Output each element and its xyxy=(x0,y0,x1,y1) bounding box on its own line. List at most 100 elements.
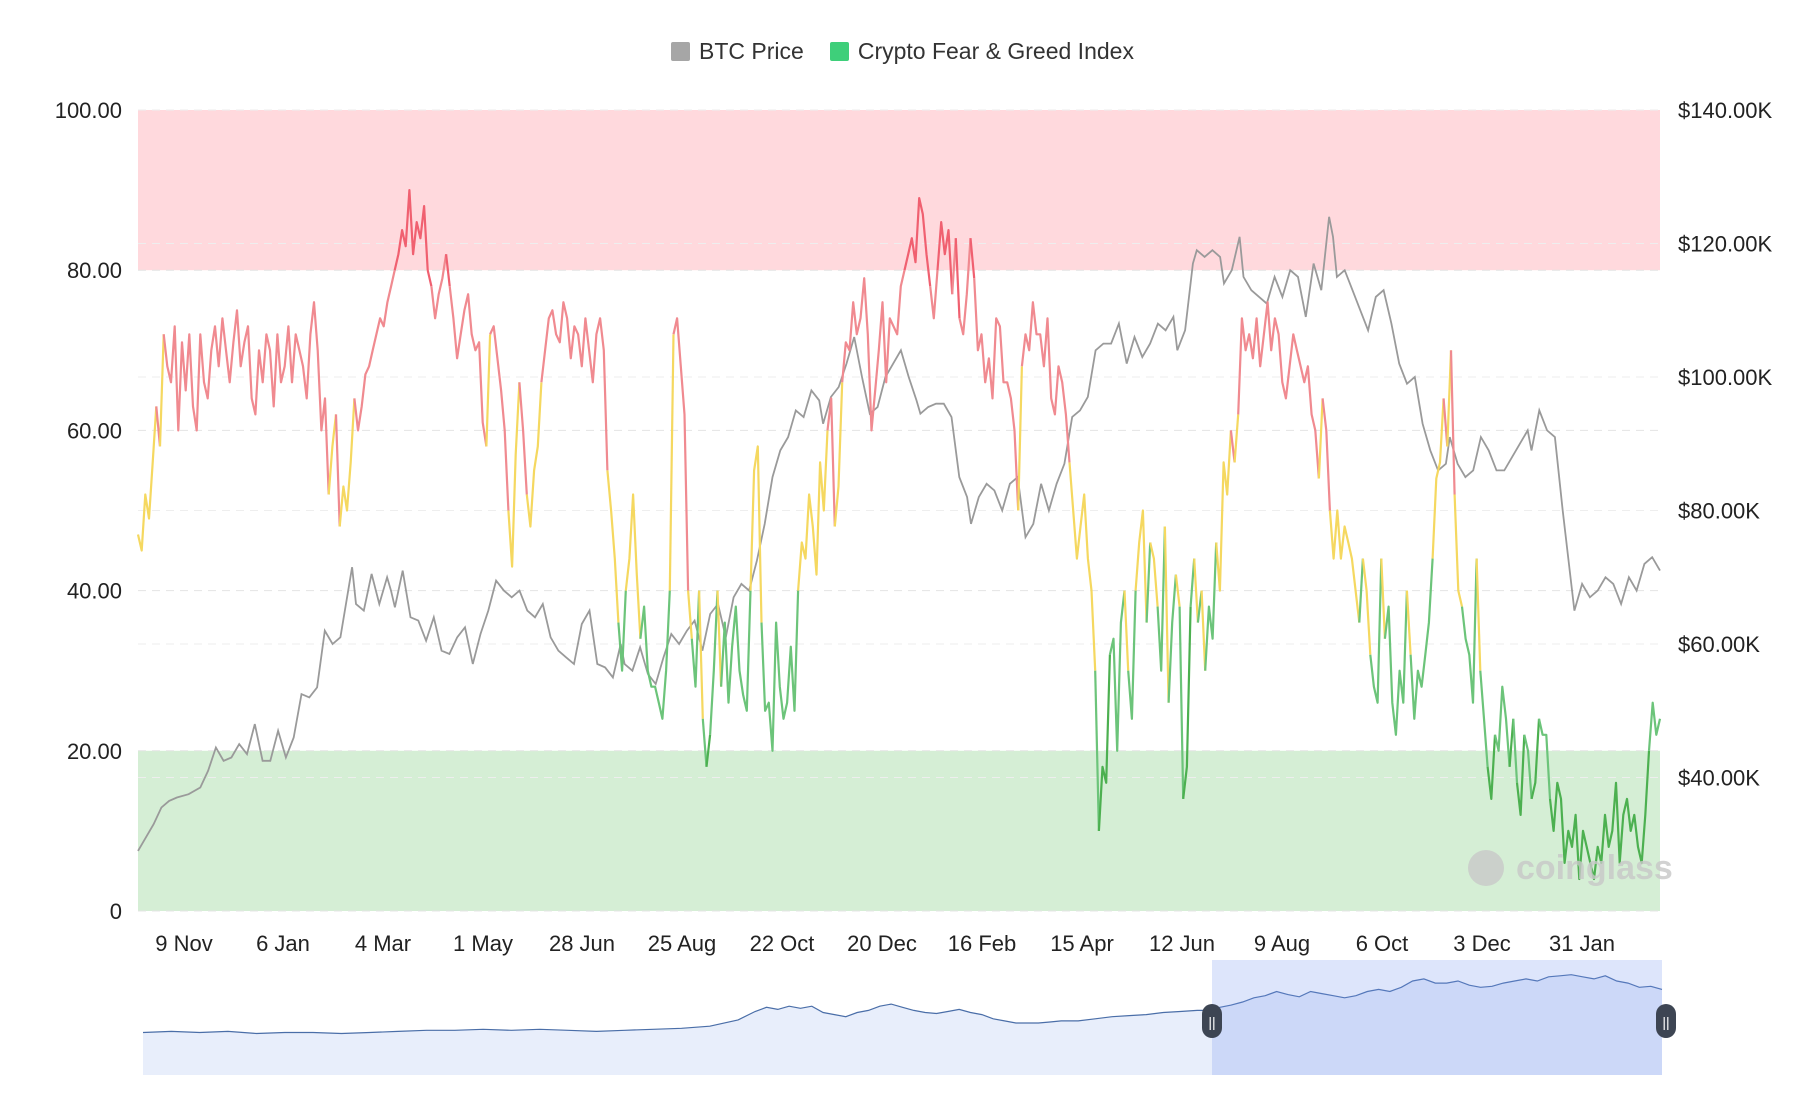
x-tick-label: 1 May xyxy=(453,931,513,956)
left-tick-label: 80.00 xyxy=(67,258,122,283)
x-tick-label: 9 Nov xyxy=(155,931,212,956)
fear-greed-segment xyxy=(1530,718,1541,800)
fear-greed-segment xyxy=(841,269,906,432)
fear-greed-segment xyxy=(668,334,675,591)
fear-greed-segment xyxy=(639,590,671,720)
navigator-handle-right[interactable] xyxy=(1656,1004,1676,1038)
index-layer xyxy=(136,189,1662,881)
fear-greed-segment xyxy=(698,590,704,719)
fear-greed-segment xyxy=(1358,558,1364,623)
right-tick-label: $140.00K xyxy=(1678,98,1773,123)
left-tick-label: 40.00 xyxy=(67,579,122,604)
btc-price-line xyxy=(137,216,1661,852)
fear-greed-segment xyxy=(973,278,1020,511)
fear-greed-segment xyxy=(705,734,712,767)
zone-extreme-greed xyxy=(138,110,1660,271)
fear-greed-segment xyxy=(936,221,954,295)
fear-greed-segment xyxy=(448,286,488,447)
x-tick-label: 12 Jun xyxy=(1149,931,1215,956)
fear-greed-segment xyxy=(334,414,341,527)
fear-greed-segment xyxy=(1321,398,1331,511)
fear-greed-segment xyxy=(833,382,844,527)
fear-greed-segment xyxy=(1182,606,1192,800)
axes-layer: 0 20.00 40.00 60.00 80.00 100.00 $40.00K $60.00… xyxy=(55,98,1773,956)
fear-greed-segment xyxy=(1237,301,1320,479)
fear-greed-segment xyxy=(1097,654,1111,831)
fear-greed-segment xyxy=(507,382,521,568)
fear-greed-segment xyxy=(518,382,528,495)
fear-greed-segment xyxy=(327,414,338,495)
fear-greed-segment xyxy=(1405,590,1412,655)
fear-greed-segment xyxy=(1178,606,1185,799)
fear-greed-segment xyxy=(1174,574,1181,607)
x-tick-label: 6 Jan xyxy=(256,931,310,956)
left-tick-label: 100.00 xyxy=(55,98,122,123)
fear-greed-segment xyxy=(1134,509,1148,623)
fear-greed-segment xyxy=(393,189,433,287)
fear-greed-segment xyxy=(716,590,723,687)
fear-greed-segment xyxy=(1475,558,1482,671)
legend-item-btc-price[interactable]: BTC Price xyxy=(671,38,804,65)
navigator-area xyxy=(143,974,1662,1075)
right-tick-label: $40.00K xyxy=(1678,766,1760,791)
navigator-handle-left[interactable] xyxy=(1202,1004,1222,1038)
fear-greed-segment xyxy=(1127,590,1137,720)
left-tick-label: 0 xyxy=(110,899,122,924)
fear-greed-segment xyxy=(1149,542,1159,607)
watermark-layer: coinglass xyxy=(1468,849,1673,887)
watermark-text: coinglass xyxy=(1516,849,1673,887)
fear-greed-segment xyxy=(760,590,800,752)
navigator-selection[interactable] xyxy=(1212,960,1662,1075)
right-tick-label: $100.00K xyxy=(1678,365,1773,390)
fear-greed-segment xyxy=(1537,718,1552,799)
left-tick-label: 60.00 xyxy=(67,418,122,443)
fear-greed-segment xyxy=(1204,542,1218,671)
fear-greed-segment xyxy=(1449,350,1456,495)
x-tick-label: 25 Aug xyxy=(648,931,717,956)
fear-greed-segment xyxy=(687,590,693,639)
x-tick-label: 20 Dec xyxy=(847,931,917,956)
fear-greed-segment xyxy=(969,238,976,279)
x-tick-label: 3 Dec xyxy=(1453,931,1510,956)
navigator-handle-grip: || xyxy=(1662,1014,1669,1030)
fear-greed-segment xyxy=(338,398,356,527)
right-tick-label: $80.00K xyxy=(1678,499,1760,524)
fear-greed-segment xyxy=(690,590,701,688)
fear-greed-segment xyxy=(624,493,642,639)
fear-greed-segment xyxy=(1361,558,1372,655)
fear-greed-segment xyxy=(1431,398,1445,559)
fear-greed-segment xyxy=(1108,590,1126,752)
fear-greed-segment xyxy=(1123,590,1130,671)
price-layer xyxy=(137,216,1661,852)
fear-greed-segment xyxy=(1548,750,1651,881)
fear-greed-segment xyxy=(1460,558,1478,704)
fear-greed-segment xyxy=(1193,558,1199,623)
fear-greed-segment xyxy=(525,382,543,528)
x-tick-label: 9 Aug xyxy=(1254,931,1310,956)
fear-greed-segment xyxy=(1163,526,1170,703)
zone-extreme-fear xyxy=(138,750,1660,911)
chart-legend: BTC Price Crypto Fear & Greed Index xyxy=(0,38,1805,65)
fear-greed-segment xyxy=(430,254,448,320)
navigator-line xyxy=(142,974,1663,1035)
fear-greed-segment xyxy=(954,238,961,319)
fear-greed-segment xyxy=(1512,718,1519,783)
legend-label-btc-price: BTC Price xyxy=(699,38,804,64)
fear-greed-segment xyxy=(1167,574,1177,703)
fear-greed-segment xyxy=(1328,509,1361,623)
btc-price-swatch xyxy=(671,42,691,61)
fear-greed-segment xyxy=(1200,590,1207,671)
fear-greed-segment xyxy=(749,445,763,623)
fear-greed-segment xyxy=(1145,542,1152,623)
legend-item-fear-greed[interactable]: Crypto Fear & Greed Index xyxy=(829,38,1134,65)
grid-layer xyxy=(138,109,1660,912)
fear-greed-segment xyxy=(958,238,972,336)
x-tick-label: 22 Oct xyxy=(750,931,815,956)
fear-greed-segment xyxy=(1515,734,1526,816)
fear-greed-segment xyxy=(1017,366,1023,511)
fear-greed-segment xyxy=(445,254,451,287)
fear-greed-segment xyxy=(1453,494,1464,607)
fear-greed-segment xyxy=(353,269,396,432)
fear-greed-segment xyxy=(1020,301,1071,463)
